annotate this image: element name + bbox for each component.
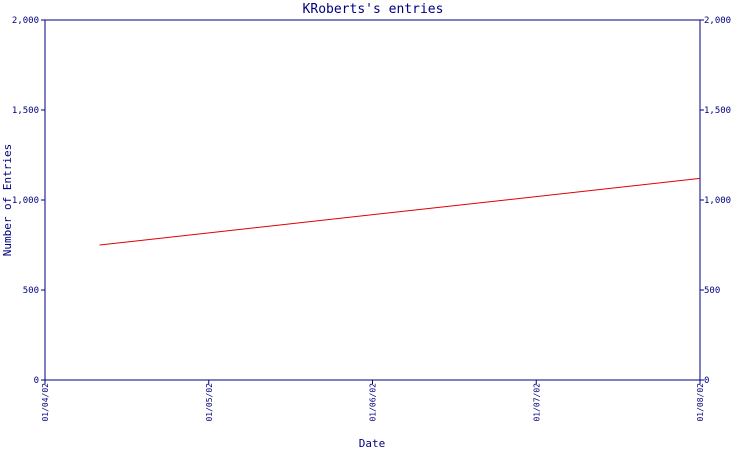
y-tick-label-right: 1,000 bbox=[704, 196, 731, 206]
y-tick-label-left: 0 bbox=[34, 376, 39, 386]
x-tick-label: 01/07/02 bbox=[532, 383, 541, 422]
y-tick-label-left: 1,000 bbox=[12, 196, 39, 206]
y-tick-label-left: 1,500 bbox=[12, 106, 39, 116]
y-tick-label-left: 500 bbox=[23, 286, 39, 296]
y-tick-label-right: 2,000 bbox=[704, 16, 731, 26]
y-axis-label: Number of Entries bbox=[1, 144, 14, 257]
x-tick-label: 01/08/02 bbox=[696, 383, 705, 422]
series-line bbox=[99, 177, 701, 246]
plot-frame bbox=[44, 19, 701, 381]
x-tick-label: 01/05/02 bbox=[205, 383, 214, 422]
x-tick-label: 01/04/02 bbox=[41, 383, 50, 422]
y-axis-right: 0 500 1,000 1,500 2,000 bbox=[700, 16, 731, 386]
x-tick-label: 01/06/02 bbox=[369, 383, 378, 422]
x-axis: 01/04/02 01/05/02 01/06/02 01/07/02 01/08/02 bbox=[41, 380, 705, 422]
y-tick-label-right: 0 bbox=[704, 376, 709, 386]
y-axis-left: 0 500 1,000 1,500 2,000 bbox=[12, 16, 45, 386]
series-layer bbox=[99, 177, 701, 246]
y-tick-label-right: 500 bbox=[704, 286, 720, 296]
x-axis-label: Date bbox=[359, 437, 386, 450]
y-tick-label-right: 1,500 bbox=[704, 106, 731, 116]
y-tick-label-left: 2,000 bbox=[12, 16, 39, 26]
chart-title: KRoberts's entries bbox=[303, 2, 444, 17]
